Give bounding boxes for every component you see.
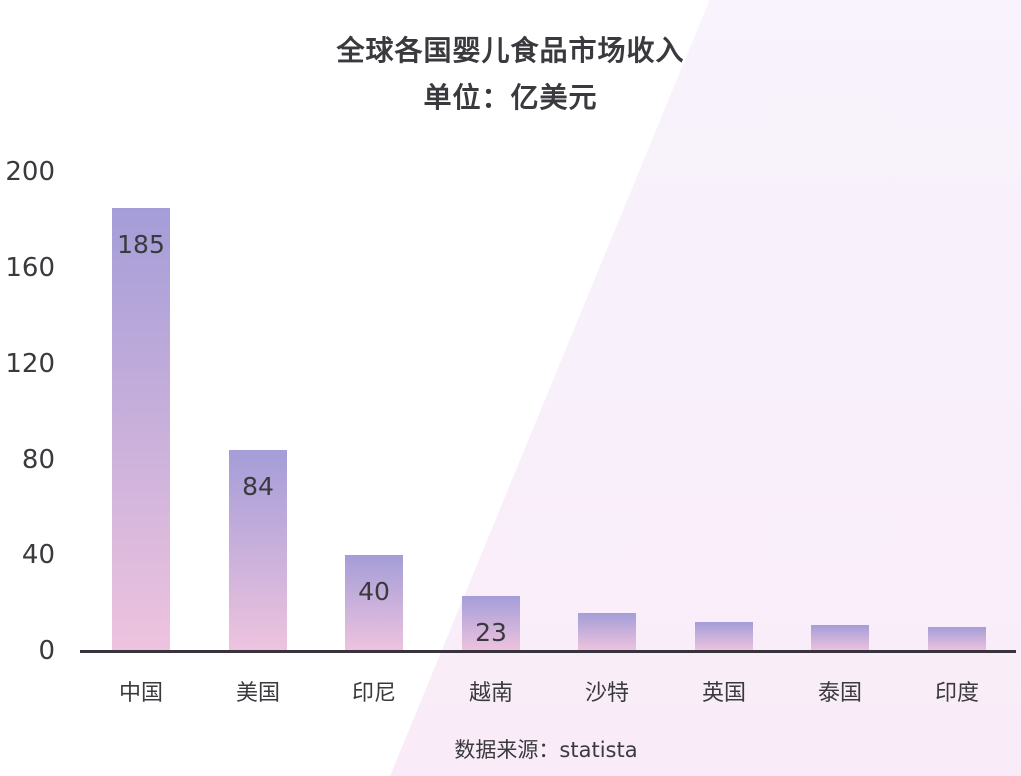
x-label-英国: 英国 bbox=[701, 681, 746, 706]
bar-value-label: 23 bbox=[475, 618, 507, 647]
data-source-note: 数据来源：statista bbox=[454, 738, 638, 762]
y-tick-120: 120 bbox=[5, 349, 55, 379]
bar-沙特 bbox=[578, 613, 636, 651]
y-tick-200: 200 bbox=[5, 157, 55, 187]
y-tick-40: 40 bbox=[21, 540, 55, 570]
x-label-印尼: 印尼 bbox=[351, 681, 396, 706]
x-label-美国: 美国 bbox=[235, 681, 280, 706]
bar-美国: 84 bbox=[229, 450, 287, 651]
x-label-印度: 印度 bbox=[934, 681, 979, 706]
bar-印尼: 40 bbox=[345, 555, 403, 651]
bar-value-label: 40 bbox=[358, 577, 390, 606]
y-tick-160: 160 bbox=[5, 253, 55, 283]
bar-value-label: 84 bbox=[242, 472, 274, 501]
x-label-越南: 越南 bbox=[468, 681, 513, 706]
bar-印度 bbox=[928, 627, 986, 651]
x-axis-line bbox=[80, 650, 1016, 653]
chart-title: 全球各国婴儿食品市场收入 bbox=[336, 34, 685, 67]
bar-中国: 185 bbox=[112, 208, 170, 651]
chart-title-block: 全球各国婴儿食品市场收入 单位：亿美元 bbox=[0, 27, 1021, 121]
x-label-沙特: 沙特 bbox=[584, 681, 629, 706]
bar-value-label: 185 bbox=[117, 230, 165, 259]
bar-越南: 23 bbox=[462, 596, 520, 651]
x-label-中国: 中国 bbox=[118, 681, 163, 706]
x-label-泰国: 泰国 bbox=[817, 681, 862, 706]
chart-subtitle: 单位：亿美元 bbox=[423, 81, 598, 114]
y-tick-80: 80 bbox=[21, 445, 55, 475]
bar-泰国 bbox=[811, 625, 869, 651]
bar-英国 bbox=[695, 622, 753, 651]
y-tick-0: 0 bbox=[38, 636, 55, 666]
